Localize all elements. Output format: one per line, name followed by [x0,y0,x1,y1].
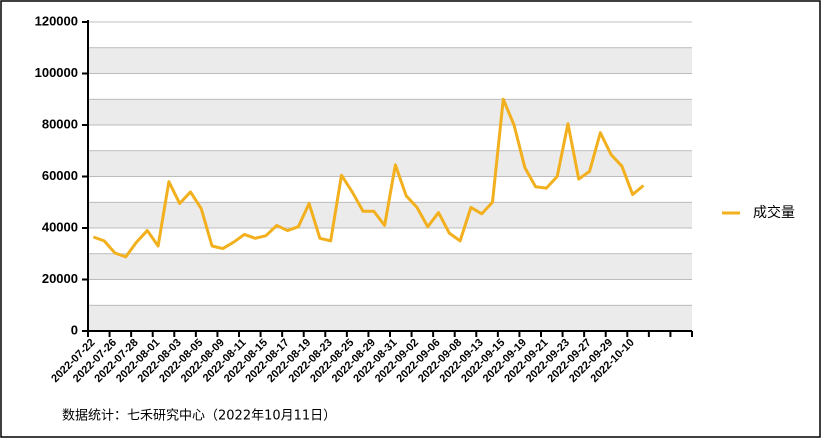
grid-band [88,253,692,280]
y-tick-label: 80000 [42,116,78,131]
y-tick-label: 20000 [42,271,78,286]
legend-label: 成交量 [753,204,795,221]
grid-band [88,150,692,177]
y-tick-label: 120000 [35,13,78,28]
y-tick-label: 0 [71,322,78,337]
source-note: 数据统计：七禾研究中心（2022年10月11日） [62,409,336,424]
grid-band [88,202,692,228]
y-tick-label: 100000 [35,65,78,80]
grid-band [88,47,692,74]
y-tick-label: 60000 [42,168,78,183]
grid-band [88,99,692,125]
y-tick-label: 40000 [42,219,78,234]
grid-band [88,305,692,331]
series-line [92,97,645,259]
